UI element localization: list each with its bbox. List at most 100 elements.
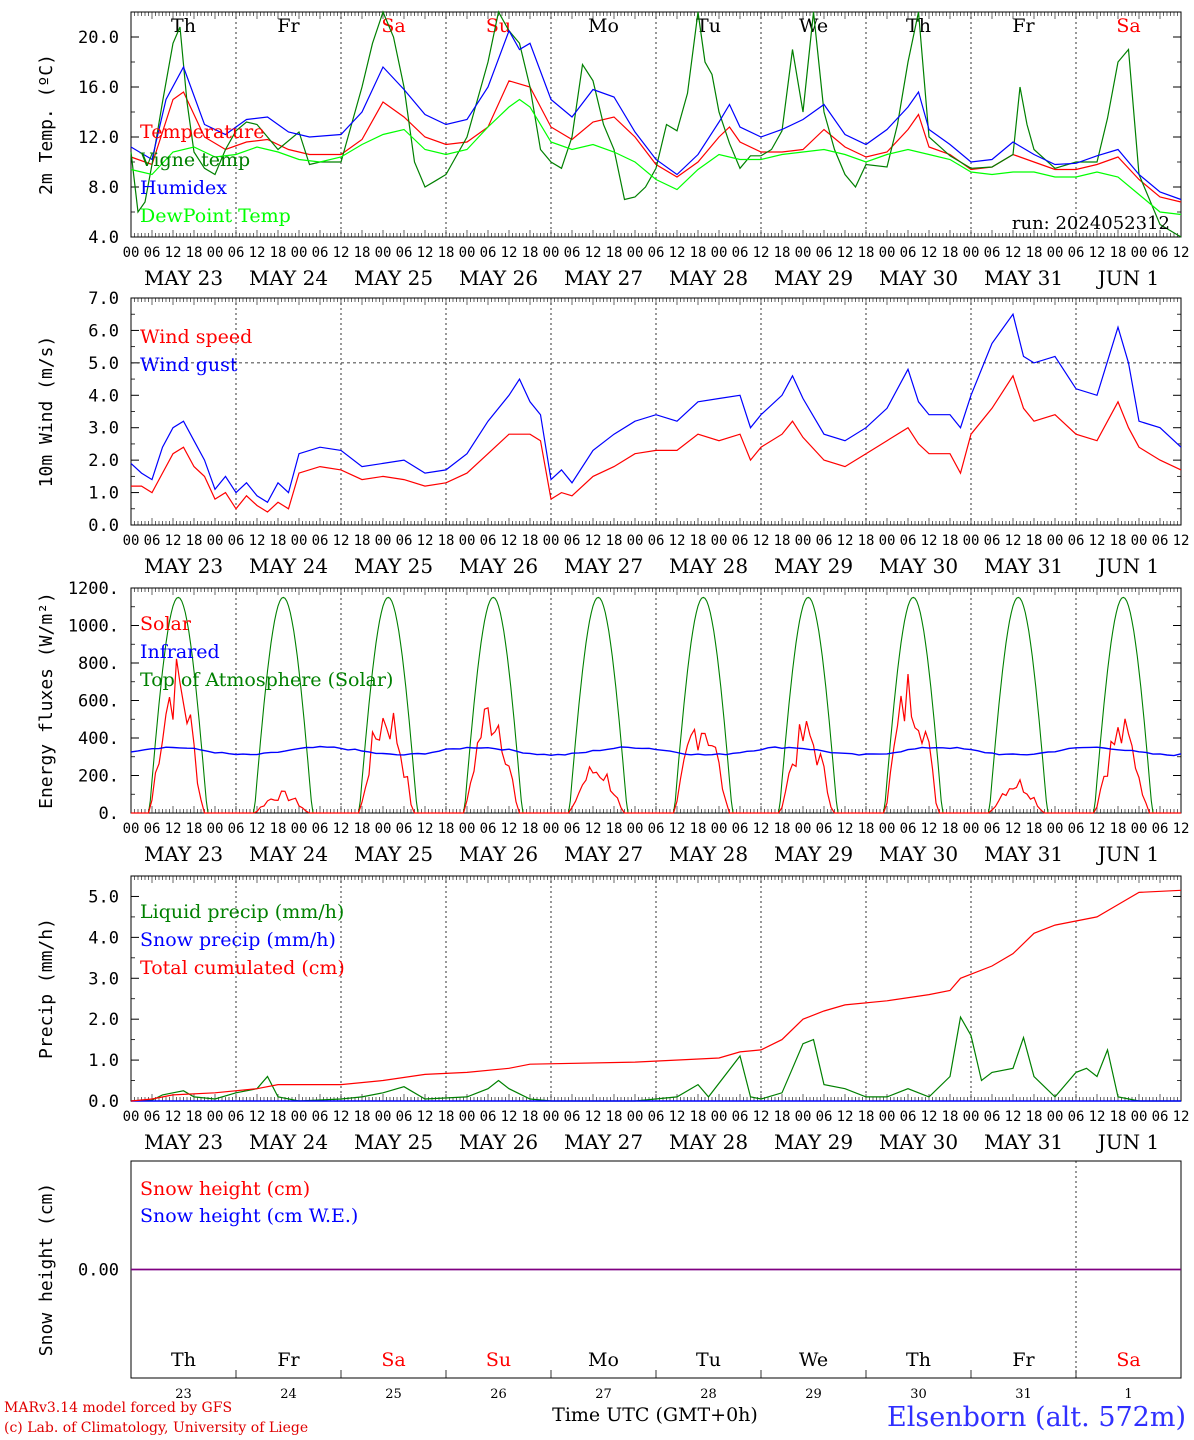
x-hour-label: 12 bbox=[333, 245, 350, 261]
x-hour-label: 06 bbox=[1152, 533, 1169, 549]
x-hour-label: 00 bbox=[123, 533, 140, 549]
x-hour-label: 00 bbox=[1047, 245, 1064, 261]
x-day-label: MAY 31 bbox=[984, 1130, 1063, 1154]
y-tick-label: 7.0 bbox=[88, 289, 119, 309]
x-day-label: MAY 26 bbox=[459, 842, 538, 866]
x-hour-label: 00 bbox=[207, 821, 224, 837]
x-hour-label: 18 bbox=[1026, 1109, 1043, 1125]
weekday-label: Fr bbox=[277, 1349, 300, 1371]
x-hour-label: 00 bbox=[375, 821, 392, 837]
x-day-label: MAY 29 bbox=[774, 842, 853, 866]
x-hour-label: 12 bbox=[753, 1109, 770, 1125]
legend-snow-height-cm-w-e-: Snow height (cm W.E.) bbox=[140, 1205, 358, 1227]
day-number-label: 24 bbox=[280, 1387, 297, 1402]
x-hour-label: 06 bbox=[396, 821, 413, 837]
legend-snow-height-cm-: Snow height (cm) bbox=[140, 1178, 310, 1200]
infrared-line bbox=[130, 745, 1182, 757]
x-hour-label: 12 bbox=[1173, 533, 1190, 549]
x-hour-label: 18 bbox=[438, 533, 455, 549]
x-hour-label: 06 bbox=[312, 245, 329, 261]
x-hour-label: 18 bbox=[1110, 245, 1127, 261]
x-hour-label: 00 bbox=[375, 245, 392, 261]
x-hour-label: 12 bbox=[1005, 245, 1022, 261]
x-hour-label: 06 bbox=[564, 245, 581, 261]
y-tick-label: 1.0 bbox=[88, 484, 119, 504]
legend-humidex: Humidex bbox=[140, 177, 227, 199]
x-hour-label: 12 bbox=[669, 245, 686, 261]
x-hour-label: 12 bbox=[417, 245, 434, 261]
x-hour-label: 00 bbox=[711, 533, 728, 549]
legend-solar: Solar bbox=[140, 613, 192, 635]
x-hour-label: 18 bbox=[858, 245, 875, 261]
x-hour-label: 18 bbox=[522, 821, 539, 837]
y-tick-label: 3.0 bbox=[88, 969, 119, 989]
x-hour-label: 06 bbox=[900, 533, 917, 549]
x-hour-label: 12 bbox=[249, 1109, 266, 1125]
y-tick-label: 0.00 bbox=[78, 1261, 119, 1281]
y-tick-label: 4.0 bbox=[88, 386, 119, 406]
x-hour-label: 18 bbox=[1026, 245, 1043, 261]
x-hour-label: 00 bbox=[627, 1109, 644, 1125]
x-hour-label: 00 bbox=[123, 821, 140, 837]
x-day-label: MAY 26 bbox=[459, 1130, 538, 1154]
x-hour-label: 12 bbox=[921, 821, 938, 837]
x-hour-label: 18 bbox=[774, 1109, 791, 1125]
weekday-label: Th bbox=[906, 1349, 931, 1371]
x-hour-label: 18 bbox=[438, 245, 455, 261]
x-day-label: MAY 24 bbox=[249, 842, 328, 866]
x-hour-label: 00 bbox=[459, 1109, 476, 1125]
day-number-label: 25 bbox=[385, 1387, 402, 1402]
x-day-label: MAY 27 bbox=[564, 554, 643, 578]
x-hour-label: 12 bbox=[417, 533, 434, 549]
x-hour-label: 18 bbox=[1110, 533, 1127, 549]
legend-total-cumulated-cm-: Total cumulated (cm) bbox=[140, 957, 345, 979]
y-axis-title: Energy fluxes (W/m²) bbox=[36, 592, 57, 809]
x-hour-label: 06 bbox=[732, 1109, 749, 1125]
x-hour-label: 12 bbox=[837, 533, 854, 549]
x-day-label: MAY 28 bbox=[669, 266, 748, 290]
y-tick-label: 1200. bbox=[68, 579, 119, 599]
y-tick-label: 0.0 bbox=[88, 516, 119, 536]
x-day-label: MAY 31 bbox=[984, 266, 1063, 290]
x-day-label: MAY 24 bbox=[249, 554, 328, 578]
x-hour-label: 18 bbox=[606, 245, 623, 261]
x-hour-label: 06 bbox=[984, 821, 1001, 837]
x-day-label: MAY 27 bbox=[564, 842, 643, 866]
legend-vigne-temp: Vigne temp bbox=[139, 149, 250, 171]
weekday-label: Fr bbox=[1012, 15, 1035, 37]
y-tick-label: 800. bbox=[78, 654, 119, 674]
x-hour-label: 06 bbox=[816, 245, 833, 261]
x-day-label: MAY 26 bbox=[459, 266, 538, 290]
x-hour-label: 00 bbox=[795, 1109, 812, 1125]
y-tick-label: 0. bbox=[99, 804, 119, 824]
day-number-label: 29 bbox=[805, 1387, 822, 1402]
y-tick-label: 20.0 bbox=[78, 28, 119, 48]
x-day-label: MAY 27 bbox=[564, 1130, 643, 1154]
series-line-wind-gust bbox=[130, 312, 1182, 504]
x-hour-label: 18 bbox=[522, 1109, 539, 1125]
x-hour-label: 18 bbox=[1026, 821, 1043, 837]
x-hour-label: 00 bbox=[291, 533, 308, 549]
x-hour-label: 06 bbox=[144, 533, 161, 549]
x-hour-label: 18 bbox=[270, 245, 287, 261]
x-hour-label: 06 bbox=[816, 533, 833, 549]
x-hour-label: 00 bbox=[207, 1109, 224, 1125]
x-hour-label: 00 bbox=[543, 533, 560, 549]
x-hour-label: 12 bbox=[1089, 533, 1106, 549]
legend-wind-speed: Wind speed bbox=[140, 326, 252, 348]
weekday-label: Tu bbox=[696, 15, 721, 37]
x-hour-label: 18 bbox=[354, 533, 371, 549]
y-tick-label: 8.0 bbox=[88, 178, 119, 198]
x-hour-label: 18 bbox=[270, 821, 287, 837]
x-hour-label: 00 bbox=[543, 245, 560, 261]
x-hour-label: 06 bbox=[984, 1109, 1001, 1125]
x-day-label: MAY 26 bbox=[459, 554, 538, 578]
model-credit: MARv3.14 model forced by GFS bbox=[4, 1400, 233, 1416]
x-hour-label: 00 bbox=[879, 1109, 896, 1125]
day-number-label: 30 bbox=[910, 1387, 927, 1402]
y-tick-label: 2.0 bbox=[88, 1010, 119, 1030]
day-number-label: 26 bbox=[490, 1387, 507, 1402]
x-hour-label: 00 bbox=[711, 1109, 728, 1125]
x-hour-label: 12 bbox=[333, 533, 350, 549]
